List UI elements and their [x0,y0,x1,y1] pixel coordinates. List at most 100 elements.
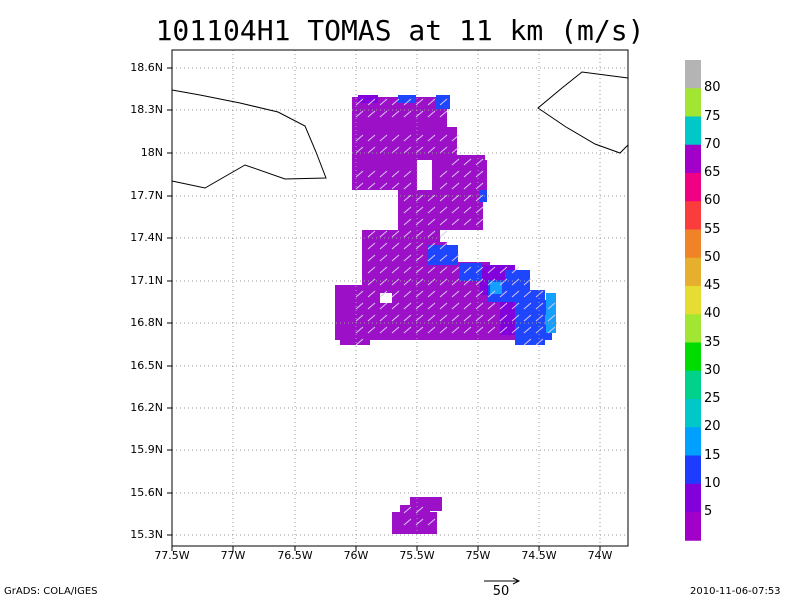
colorbar-label: 65 [704,165,721,180]
wind-vector [367,278,376,286]
wind-vector [367,314,376,322]
colorbar-label: 50 [704,249,721,265]
data-gap [417,160,432,188]
colorbar-label: 25 [704,391,721,406]
wind-speed-cell [392,512,437,534]
colorbar-segment [685,399,701,428]
wind-vector [439,242,448,250]
colorbar-label: 35 [704,334,721,350]
wind-vector [439,110,448,118]
wind-vector [415,254,424,262]
wind-vector [403,314,412,322]
wind-vector [391,314,400,322]
wind-vector [451,302,460,310]
wind-vector [379,170,388,178]
lon-tick-label: 76.5W [277,549,313,562]
wind-vector [475,206,484,214]
wind-vector [523,314,532,322]
wind-vector [415,98,424,106]
wind-vector [379,314,388,322]
wind-vector [379,98,388,106]
wind-speed-cell [352,127,457,160]
wind-vector [403,110,412,118]
wind-vector [427,278,436,286]
chart-title: 101104H1 TOMAS at 11 km (m/s) [155,14,645,47]
wind-vector [451,326,460,334]
wind-vector [403,146,412,154]
wind-vector [439,134,448,142]
wind-vector [451,254,460,262]
wind-vector [475,266,484,274]
colorbar-label: 70 [704,136,721,152]
wind-vector [427,242,436,250]
wind-vector [439,266,448,274]
wind-vector [403,98,412,106]
colorbar-segment [685,455,701,485]
wind-vector [451,218,460,226]
colorbar-segment [685,512,701,541]
wind-vector [355,182,364,190]
wind-vector [523,290,532,298]
wind-vector [367,242,376,250]
wind-vector [427,266,436,274]
wind-vector [487,290,496,298]
wind-vector [463,302,472,310]
wind-vector [403,266,412,274]
colorbar-segment [685,342,701,372]
wind-vector [463,194,472,202]
wind-vector [391,302,400,310]
wind-vector [427,314,436,322]
wind-vector [415,218,424,226]
wind-vector [427,518,436,526]
wind-vector [439,218,448,226]
wind-vector [475,278,484,286]
wind-vector [403,278,412,286]
wind-vector [463,326,472,334]
wind-vector [403,170,412,178]
wind-vector [367,266,376,274]
wind-vector [439,314,448,322]
colorbar-label: 15 [704,447,721,463]
colorbar-segment [685,314,701,343]
wind-vector [379,326,388,334]
colorbar-segment [685,116,701,146]
wind-vector [427,302,436,310]
wind-vector [439,278,448,286]
wind-vector [439,182,448,190]
wind-vector [391,170,400,178]
wind-vector [415,290,424,298]
wind-vector [379,302,388,310]
wind-speed-cell [358,95,378,103]
wind-vector [511,302,520,310]
wind-speed-cell [460,263,482,281]
wind-speed-cell [340,330,370,345]
wind-vector [463,314,472,322]
wind-speed-cell [428,245,458,265]
wind-vector [355,302,364,310]
wind-vector [403,206,412,214]
wind-vector [427,134,436,142]
wind-vector [355,338,364,346]
wind-vector [463,218,472,226]
timestamp: 2010-11-06-07:53 [690,586,781,597]
wind-vector [367,230,376,238]
colorbar-label: 55 [704,221,721,237]
wind-speed-field [335,95,556,534]
wind-vector [451,134,460,142]
wind-vector [367,302,376,310]
lat-tick-label: 18.3N [130,103,163,116]
wind-vector [355,98,364,106]
lon-tick-label: 75W [465,549,491,562]
wind-vector [463,182,472,190]
wind-vector [547,302,556,310]
wind-vector [439,326,448,334]
coastline-hispaniola-east [537,71,629,154]
wind-vector [415,518,424,526]
wind-speed-cell [505,270,530,285]
wind-vector [379,290,388,298]
colorbar-segment [685,173,701,202]
wind-vector [427,254,436,262]
wind-vector [403,254,412,262]
wind-vector [403,326,412,334]
